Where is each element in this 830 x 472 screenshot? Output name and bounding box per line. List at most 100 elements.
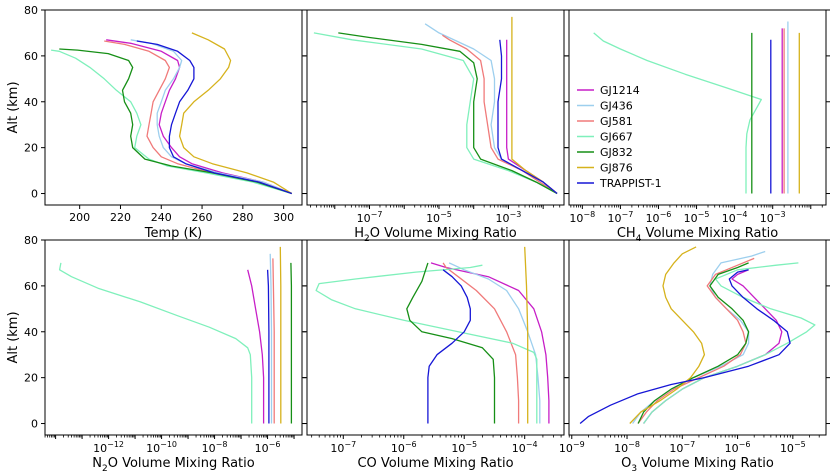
y-tick-label: 20 — [24, 142, 38, 155]
series-h2o-gj1214 — [506, 39, 558, 195]
panel-co: 10−7 10−6 10−5 10−4CO Volume Mixing Ratio — [303, 239, 568, 471]
y-tick-label: 80 — [24, 4, 38, 17]
x-tick-label: 10−5 — [684, 210, 710, 225]
series-h2o-gj667 — [313, 32, 558, 195]
x-tick-label: 260 — [192, 211, 213, 224]
series-o3-gj581 — [637, 257, 755, 424]
x-tick-label: 10−8 — [202, 440, 228, 455]
x-tick-label: 10−6 — [391, 440, 417, 455]
series-co-trappist-1 — [427, 269, 471, 424]
x-tick-label: 10−3 — [496, 210, 522, 225]
x-tick-label: 10−5 — [426, 210, 452, 225]
y-axis-label: Alt (km) — [6, 81, 21, 133]
x-tick-label: 10−7 — [357, 210, 383, 225]
x-axis-label: CO Volume Mixing Ratio — [357, 456, 513, 471]
series-h2o-gj876 — [511, 16, 558, 195]
series-co-gj581 — [442, 262, 520, 424]
y-tick-label: 80 — [24, 234, 38, 247]
series-o3-gj436 — [632, 250, 766, 424]
x-tick-label: 10−7 — [330, 440, 356, 455]
x-tick-label: 10−4 — [722, 210, 748, 225]
plot-frame — [44, 239, 303, 436]
series-n2o-gj436 — [269, 253, 273, 424]
x-tick-label: 10−7 — [608, 210, 634, 225]
x-tick-label: 10−6 — [255, 440, 281, 455]
series-temp-gj832 — [59, 48, 293, 195]
y-tick-label: 60 — [24, 280, 38, 293]
x-tick-label: 10−8 — [614, 440, 640, 455]
x-tick-label: 10−5 — [451, 440, 477, 455]
x-tick-label: 280 — [232, 211, 253, 224]
x-tick-label: 10−7 — [669, 440, 695, 455]
series-h2o-trappist-1 — [497, 39, 558, 195]
x-axis-label: CH4 Volume Mixing Ratio — [617, 226, 778, 244]
x-tick-label: 10−6 — [725, 440, 751, 455]
y-axis-label: Alt (km) — [6, 311, 21, 363]
y-tick-label: 60 — [24, 50, 38, 63]
y-tick-label: 40 — [24, 326, 38, 339]
x-tick-label: 10−10 — [146, 440, 177, 455]
legend-entry-gj581: GJ581 — [600, 115, 633, 128]
y-tick-label: 0 — [31, 188, 38, 201]
legend-entry-gj667: GJ667 — [600, 131, 633, 144]
legend: GJ1214 GJ436 GJ581 GJ667 GJ832 GJ876 TRAPPIST-… — [577, 84, 662, 190]
x-tick-label: 10−5 — [780, 440, 806, 455]
series-n2o-gj876 — [279, 246, 282, 424]
series-temp-gj581 — [104, 40, 293, 195]
legend-entry-gj1214: GJ1214 — [600, 84, 640, 97]
legend-entry-trappist-1: TRAPPIST-1 — [599, 177, 662, 190]
x-tick-label: 10−3 — [760, 210, 786, 225]
series-co-gj876 — [524, 246, 529, 424]
x-axis-label: N2O Volume Mixing Ratio — [92, 456, 254, 472]
x-axis-label: O3 Volume Mixing Ratio — [621, 456, 774, 472]
x-axis-label: Temp (K) — [144, 226, 202, 241]
x-tick-label: 240 — [151, 211, 172, 224]
x-tick-label: 10−4 — [512, 440, 538, 455]
x-tick-label: 200 — [69, 211, 90, 224]
series-temp-gj1214 — [106, 39, 293, 195]
series-n2o-gj581 — [272, 258, 275, 424]
y-tick-label: 20 — [24, 372, 38, 385]
series-o3-gj832 — [637, 262, 750, 424]
legend-entry-gj832: GJ832 — [600, 146, 633, 159]
x-tick-label: 10−9 — [559, 440, 585, 455]
series-n2o-gj832 — [290, 262, 293, 424]
x-tick-label: 10−6 — [646, 210, 672, 225]
plot-frame — [306, 239, 565, 436]
series-temp-trappist-1 — [136, 40, 293, 195]
series-temp-gj876 — [178, 32, 293, 195]
plot-frame — [44, 9, 303, 206]
series-co-gj1214 — [430, 262, 550, 424]
y-tick-label: 0 — [31, 418, 38, 431]
legend-entry-gj436: GJ436 — [600, 100, 633, 113]
series-ch4-gj667 — [593, 32, 762, 194]
series-n2o-gj667 — [58, 262, 253, 424]
plot-frame — [568, 9, 827, 206]
series-n2o-gj1214 — [247, 269, 265, 424]
x-tick-label: 10−12 — [93, 440, 124, 455]
series-co-gj436 — [448, 262, 541, 424]
series-o3-gj876 — [629, 246, 706, 424]
panel-o3: 10−9 10−8 10−7 10−6 10−5 O3 Volume Mixing Rat… — [559, 239, 830, 472]
x-tick-label: 10−8 — [569, 210, 595, 225]
series-o3-trappist-1 — [579, 269, 791, 424]
legend-entry-gj876: GJ876 — [600, 162, 633, 175]
series-co-gj832 — [406, 262, 496, 424]
series-h2o-gj832 — [338, 32, 558, 195]
series-n2o-trappist-1 — [266, 269, 270, 424]
plot-frame — [568, 239, 827, 436]
x-tick-label: 300 — [273, 211, 294, 224]
x-axis-label: H2O Volume Mixing Ratio — [354, 226, 517, 244]
series-o3-gj667 — [643, 262, 816, 424]
panel-temp: 0 20 40 60 80 200 220 240 260 280 300 Temp (K) Alt (… — [6, 4, 306, 241]
series-temp-gj667 — [51, 49, 292, 195]
y-tick-label: 40 — [24, 96, 38, 109]
series-temp-gj436 — [130, 39, 293, 195]
series-co-gj667 — [315, 264, 538, 424]
x-tick-label: 220 — [110, 211, 131, 224]
